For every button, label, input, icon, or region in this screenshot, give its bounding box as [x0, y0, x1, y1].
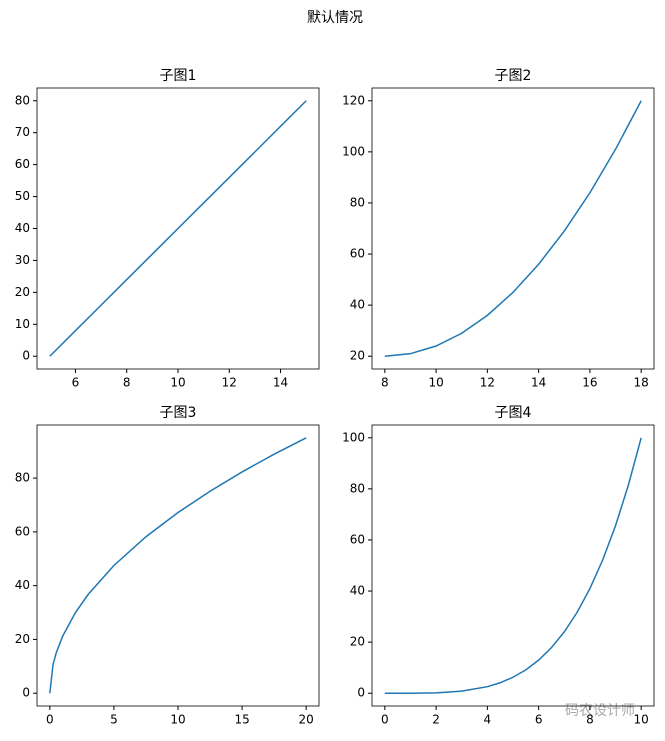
- y-tick-label: 100: [342, 430, 365, 444]
- data-line: [49, 437, 307, 694]
- x-tick-label: 0: [46, 713, 54, 727]
- y-tick-label: 80: [15, 471, 30, 485]
- y-tick-label: 40: [350, 298, 365, 312]
- x-tick-label: 12: [480, 376, 495, 390]
- x-tick-label: 6: [72, 376, 80, 390]
- y-tick-label: 40: [15, 221, 30, 235]
- y-tick-label: 30: [15, 253, 30, 267]
- y-tick-label: 20: [350, 635, 365, 649]
- x-tick-label: 18: [634, 376, 649, 390]
- x-tick-label: 6: [535, 713, 543, 727]
- subplot-title: 子图2: [495, 68, 532, 84]
- subplot-title: 子图1: [160, 68, 197, 84]
- x-tick-label: 10: [170, 376, 185, 390]
- x-tick-label: 10: [170, 713, 185, 727]
- axes-frame: [371, 424, 655, 707]
- y-tick-label: 0: [22, 686, 30, 700]
- y-tick-label: 80: [15, 93, 30, 107]
- x-tick-label: 8: [586, 713, 594, 727]
- y-tick-label: 80: [350, 195, 365, 209]
- x-tick-label: 14: [273, 376, 288, 390]
- x-tick-label: 14: [531, 376, 546, 390]
- y-tick-label: 40: [15, 578, 30, 592]
- x-tick-label: 16: [582, 376, 597, 390]
- x-tick-label: 5: [110, 713, 118, 727]
- x-tick-label: 4: [484, 713, 492, 727]
- axes-frame: [36, 424, 320, 707]
- y-tick-label: 80: [350, 481, 365, 495]
- y-tick-label: 60: [15, 524, 30, 538]
- x-tick-label: 10: [634, 713, 649, 727]
- watermark: 码农设计师: [565, 703, 635, 719]
- y-tick-label: 100: [342, 144, 365, 158]
- subplot-title: 子图4: [495, 405, 532, 421]
- x-tick-label: 20: [299, 713, 314, 727]
- data-line: [49, 100, 307, 357]
- y-tick-label: 20: [15, 632, 30, 646]
- data-line: [384, 437, 642, 694]
- axes-frame: [371, 87, 655, 370]
- x-tick-label: 0: [381, 713, 389, 727]
- y-tick-label: 20: [350, 349, 365, 363]
- y-tick-label: 60: [15, 157, 30, 171]
- y-tick-label: 0: [357, 686, 365, 700]
- x-tick-label: 15: [234, 713, 249, 727]
- data-line: [384, 100, 642, 357]
- y-tick-label: 60: [350, 532, 365, 546]
- y-tick-label: 0: [22, 349, 30, 363]
- y-tick-label: 40: [350, 584, 365, 598]
- y-tick-label: 10: [15, 317, 30, 331]
- y-tick-label: 60: [350, 247, 365, 261]
- subplot-title: 子图3: [160, 405, 197, 421]
- y-tick-label: 20: [15, 285, 30, 299]
- x-tick-label: 10: [428, 376, 443, 390]
- axes-frame: [36, 87, 320, 370]
- y-tick-label: 120: [342, 93, 365, 107]
- x-tick-label: 8: [123, 376, 131, 390]
- x-tick-label: 12: [222, 376, 237, 390]
- x-tick-label: 8: [381, 376, 389, 390]
- y-tick-label: 70: [15, 125, 30, 139]
- figure-title: 默认情况: [307, 10, 363, 26]
- y-tick-label: 50: [15, 189, 30, 203]
- x-tick-label: 2: [432, 713, 440, 727]
